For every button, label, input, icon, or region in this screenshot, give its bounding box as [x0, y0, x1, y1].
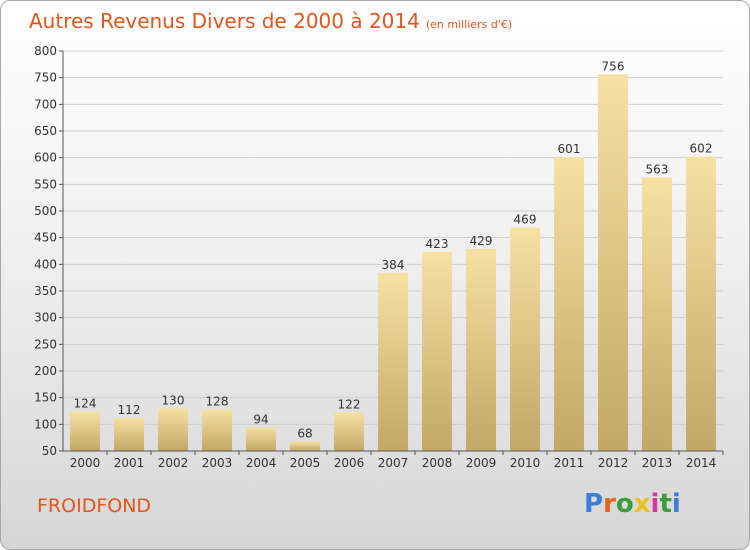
bar-2013 [642, 177, 672, 451]
y-tick-label: 650 [34, 124, 57, 138]
x-tick-label: 2004 [246, 456, 277, 470]
x-tick-label: 2007 [378, 456, 409, 470]
data-label-2006: 122 [338, 398, 361, 412]
data-label-2014: 602 [690, 142, 713, 156]
bars [70, 74, 716, 451]
x-tick-label: 2009 [466, 456, 497, 470]
bar-2010 [510, 227, 540, 451]
bar-2006 [334, 412, 364, 451]
bar-2000 [70, 411, 100, 451]
data-label-2000: 124 [74, 397, 97, 411]
y-tick-label: 550 [34, 177, 57, 191]
x-tick-label: 2005 [290, 456, 321, 470]
bar-2003 [202, 409, 232, 451]
chart-unit-note: (en milliers d'€) [425, 18, 513, 31]
logo-letter: t [659, 489, 672, 519]
y-tick-label: 500 [34, 204, 57, 218]
x-tick-label: 2002 [158, 456, 189, 470]
x-tick-label: 2011 [554, 456, 585, 470]
y-tick-label: 250 [34, 337, 57, 351]
y-tick-label: 450 [34, 231, 57, 245]
bar-2002 [158, 408, 188, 451]
place-name: FROIDFOND [37, 495, 152, 517]
logo-letter: P [584, 489, 604, 519]
x-tick-label: 2012 [598, 456, 629, 470]
bar-2005 [290, 441, 320, 451]
data-label-2008: 423 [426, 237, 449, 251]
bar-data-labels: 124 112 130 128 94 68 122 384 423 429 469 601 756 563… [74, 59, 713, 440]
logo-letter: i [650, 489, 660, 519]
x-tick-label: 2013 [642, 456, 673, 470]
x-tick-label: 2010 [510, 456, 541, 470]
x-tick-label: 2014 [686, 456, 717, 470]
axes: 50 100 150 200 250 300 350 400 450 500 550 600 650 70… [34, 44, 724, 470]
bar-2014 [686, 156, 716, 451]
bar-2009 [466, 248, 496, 451]
bar-2012 [598, 74, 628, 451]
y-tick-label: 600 [34, 151, 57, 165]
y-tick-label: 800 [34, 44, 57, 58]
proxiti-logo: Proxiti [584, 489, 681, 519]
x-tick-label: 2000 [70, 456, 101, 470]
y-tick-label: 750 [34, 71, 57, 85]
data-label-2001: 112 [118, 403, 141, 417]
x-tick-label: 2008 [422, 456, 453, 470]
data-label-2005: 68 [297, 426, 312, 440]
y-tick-label: 100 [34, 417, 57, 431]
logo-letter: r [603, 489, 616, 519]
logo-letter: x [633, 489, 651, 519]
x-tick-label: 2006 [334, 456, 365, 470]
data-label-2012: 756 [602, 59, 625, 73]
x-tick-label: 2001 [114, 456, 145, 470]
y-tick-label: 400 [34, 257, 57, 271]
y-tick-label: 200 [34, 364, 57, 378]
data-label-2013: 563 [646, 162, 669, 176]
data-label-2009: 429 [470, 234, 493, 248]
data-label-2007: 384 [382, 258, 405, 272]
data-label-2010: 469 [514, 213, 537, 227]
y-tick-label: 350 [34, 284, 57, 298]
logo-letter: o [615, 489, 634, 519]
bar-2004 [246, 427, 276, 451]
y-tick-label: 300 [34, 311, 57, 325]
x-tick-label: 2003 [202, 456, 233, 470]
logo-letter: i [671, 489, 681, 519]
data-label-2003: 128 [206, 394, 229, 408]
y-tick-label: 150 [34, 391, 57, 405]
y-tick-label: 50 [42, 444, 57, 458]
data-label-2002: 130 [162, 393, 185, 407]
data-label-2011: 601 [558, 142, 581, 156]
bar-2007 [378, 272, 408, 451]
y-tick-label: 700 [34, 97, 57, 111]
bar-2011 [554, 157, 584, 451]
chart-title: Autres Revenus Divers de 2000 à 2014 (en … [29, 9, 512, 33]
data-label-2004: 94 [253, 413, 268, 427]
bar-2008 [422, 252, 452, 451]
bar-2001 [114, 417, 144, 451]
chart-title-text: Autres Revenus Divers de 2000 à 2014 [29, 9, 420, 33]
